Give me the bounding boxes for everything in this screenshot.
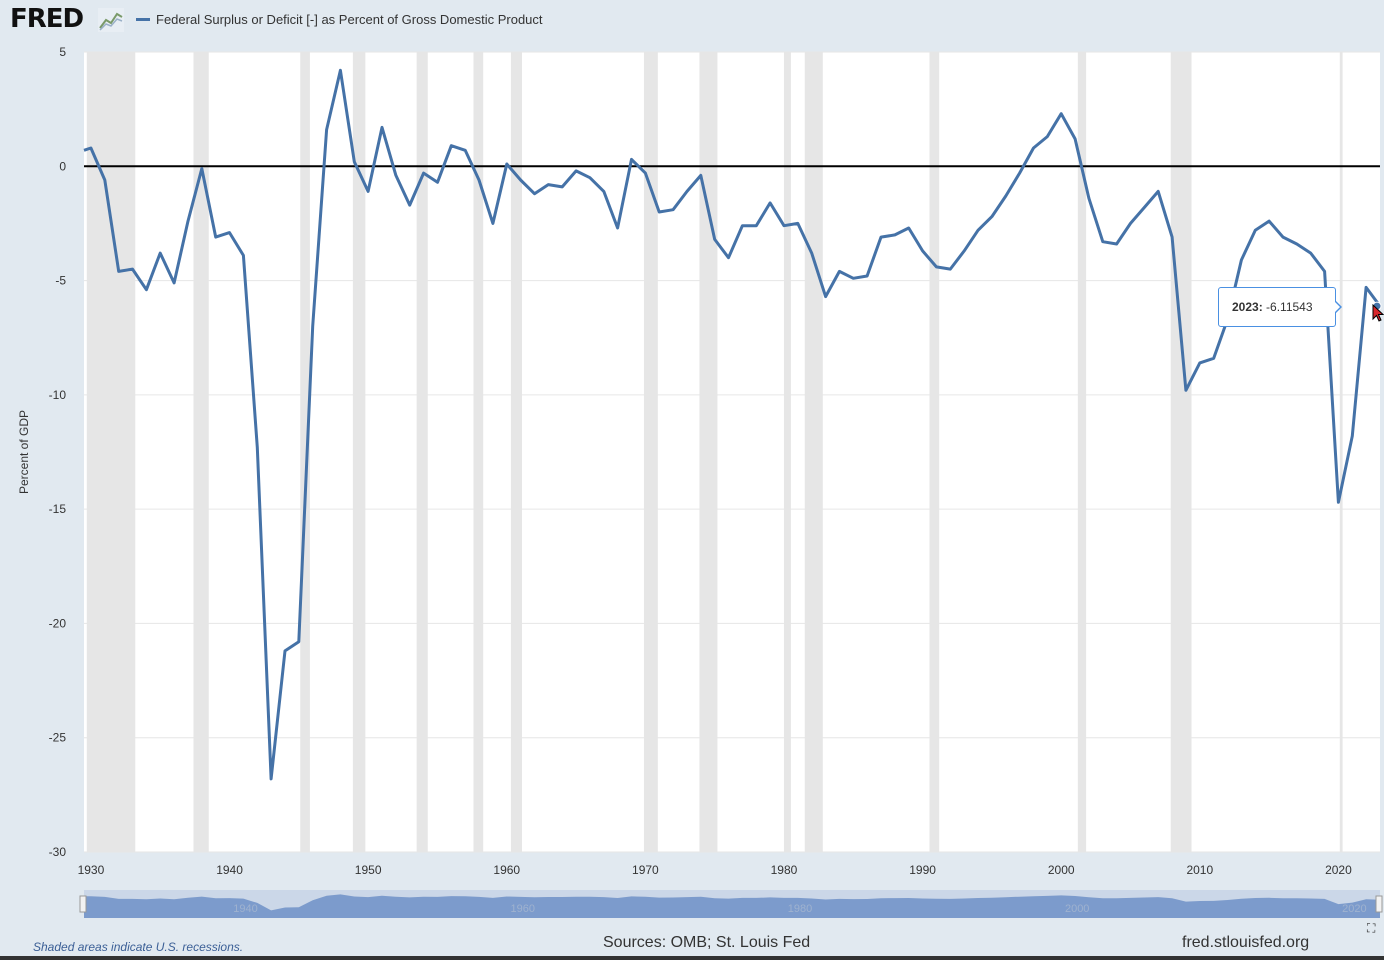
recession-band	[352, 52, 366, 852]
y-tick-labels: 5 0 -5 -10 -15 -20 -25 -30	[49, 45, 67, 859]
navigator-area	[84, 894, 1380, 918]
y-axis-label: Percent of GDP	[17, 410, 31, 494]
recession-note: Shaded areas indicate U.S. recessions.	[33, 940, 244, 954]
navigator-handle-left[interactable]	[79, 895, 87, 913]
sources-text: Sources: OMB; St. Louis Fed	[603, 934, 811, 951]
y-tick-label: -10	[49, 388, 67, 402]
navigator-label: 1980	[788, 903, 812, 915]
x-tick-label: 1960	[493, 863, 520, 877]
y-tick-label: -5	[55, 274, 66, 288]
recession-band	[300, 52, 310, 852]
recession-band	[783, 52, 791, 852]
recession-band	[416, 52, 428, 852]
recession-band	[1170, 52, 1192, 852]
mouse-cursor-icon	[1372, 304, 1384, 322]
x-tick-label: 2020	[1325, 863, 1352, 877]
recession-band	[1077, 52, 1087, 852]
navigator-handle-right[interactable]	[1375, 895, 1383, 913]
y-tick-label: 5	[59, 45, 66, 59]
recession-band	[929, 52, 940, 852]
navigator-label: 1960	[511, 903, 535, 915]
recession-band	[510, 52, 523, 852]
y-tick-label: 0	[59, 159, 66, 173]
series-line	[83, 68, 1382, 781]
recession-band	[699, 52, 718, 852]
plot-area	[84, 52, 1380, 852]
series-title: Federal Surplus or Deficit [-] as Percen…	[156, 12, 543, 27]
recession-band	[1339, 52, 1343, 852]
y-tick-label: -20	[49, 616, 67, 630]
x-tick-label: 1990	[909, 863, 936, 877]
legend-swatch	[136, 18, 150, 22]
navigator-label: 1940	[233, 903, 257, 915]
x-tick-label: 1940	[216, 863, 243, 877]
line-chart-icon	[98, 8, 124, 32]
recession-band	[643, 52, 658, 852]
y-tick-label: -15	[49, 502, 67, 516]
recession-band	[804, 52, 823, 852]
tooltip-value: -6.11543	[1266, 300, 1313, 314]
x-tick-label: 2000	[1048, 863, 1075, 877]
tooltip-label: 2023:	[1232, 300, 1263, 314]
recession-band	[86, 52, 136, 852]
x-tick-label: 1980	[771, 863, 798, 877]
y-tick-label: -25	[49, 731, 67, 745]
site-link[interactable]: fred.stlouisfed.org	[1182, 934, 1310, 951]
x-tick-label: 1930	[78, 863, 105, 877]
navigator-label: 2020	[1342, 903, 1366, 915]
y-tick-label: -30	[49, 845, 67, 859]
fred-logo[interactable]: FRED	[10, 4, 84, 34]
legend[interactable]: Federal Surplus or Deficit [-] as Percen…	[136, 12, 543, 27]
tooltip: 2023: -6.11543	[1218, 287, 1336, 327]
expand-icon[interactable]: ⛶	[1367, 921, 1376, 935]
bottom-bar	[0, 956, 1384, 960]
header: FRED Federal Surplus or Deficit [-] as P…	[0, 0, 1384, 42]
navigator-labels: 1940 1960 1980 2000 2020	[233, 903, 1366, 915]
navigator[interactable]: 1940 1960 1980 2000 2020	[79, 890, 1383, 918]
tooltip-arrow-inner	[1334, 301, 1340, 313]
x-tick-label: 1970	[632, 863, 659, 877]
x-tick-label: 2010	[1186, 863, 1213, 877]
x-tick-label: 1950	[355, 863, 382, 877]
recession-band	[193, 52, 209, 852]
navigator-label: 2000	[1065, 903, 1089, 915]
recession-shading	[86, 52, 1343, 852]
x-tick-labels: 1930 1940 1950 1960 1970 1980 1990 2000 2010 2020	[78, 863, 1353, 877]
recession-band	[473, 52, 484, 852]
